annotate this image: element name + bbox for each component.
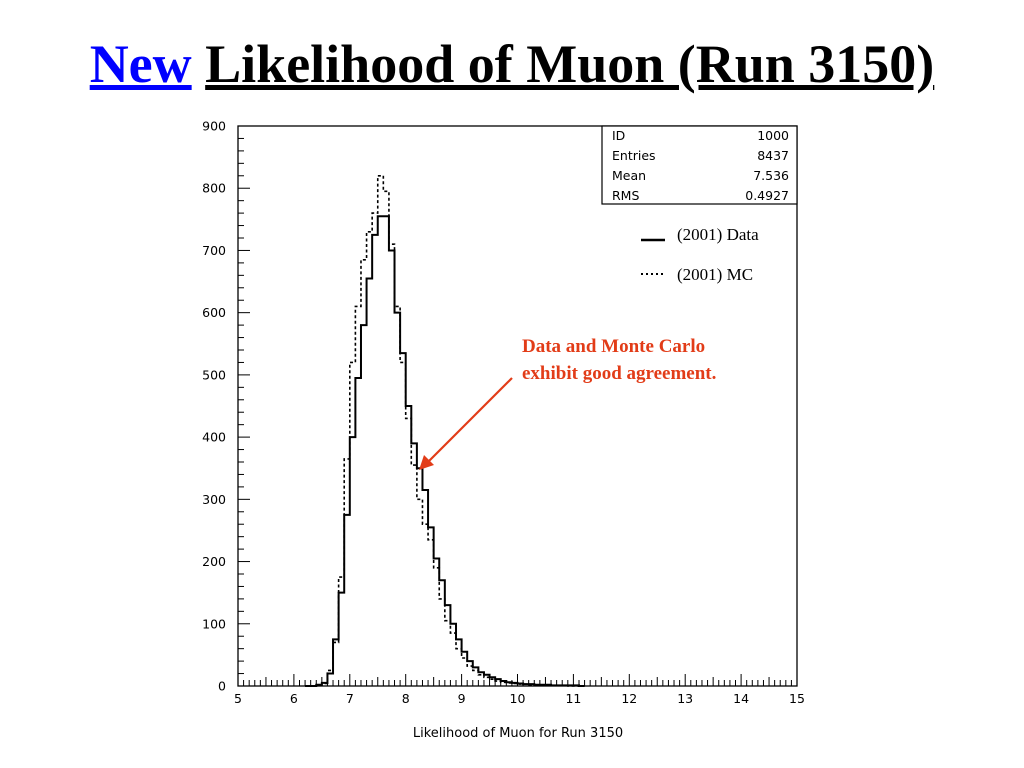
x-tick-label: 9 [458,691,466,706]
y-tick-label: 800 [202,181,226,196]
stats-value-entries: 8437 [757,148,789,163]
stats-value-mean: 7.536 [753,168,789,183]
stats-label-id: ID [612,128,625,143]
legend-label-mc: (2001) MC [677,265,753,284]
title-main-text: Likelihood of Muon (Run 3150) [205,34,935,94]
y-axis-ticks: 0 100 200 300 400 500 600 700 800 900 [202,119,250,694]
legend: (2001) Data (2001) MC [641,225,759,284]
y-tick-label: 500 [202,367,226,382]
stats-box-frame [601,125,798,205]
stats-value-rms: 0.4927 [745,188,789,203]
x-tick-label: 12 [621,691,637,706]
stats-label-entries: Entries [612,148,656,163]
annotation-arrowhead [419,455,434,470]
y-tick-label: 200 [202,554,226,569]
plot-frame [237,125,798,687]
x-tick-label: 13 [677,691,693,706]
x-tick-label: 8 [402,691,410,706]
annotation-arrow [419,377,513,470]
x-tick-label: 11 [565,691,581,706]
mc-histogram-line [305,174,585,687]
series-layer [305,174,585,687]
y-tick-label: 400 [202,430,226,445]
y-tick-label: 100 [202,616,226,631]
stats-value-id: 1000 [757,128,789,143]
x-tick-label: 6 [290,691,298,706]
x-tick-label: 15 [789,691,805,706]
y-tick-label: 0 [218,679,226,694]
y-tick-label: 300 [202,492,226,507]
stats-label-mean: Mean [612,168,646,183]
x-tick-label: 10 [510,691,526,706]
legend-label-data: (2001) Data [677,225,759,244]
x-tick-label: 7 [346,691,354,706]
stats-box: ID 1000 Entries 8437 Mean 7.536 RMS 0.49… [601,125,798,205]
x-axis-title: Likelihood of Muon for Run 3150 [413,726,623,741]
x-tick-label: 14 [733,691,749,706]
y-tick-label: 900 [202,119,226,134]
slide-title: New Likelihood of Muon (Run 3150) [0,34,1024,94]
annotation-arrow-shaft [427,377,513,463]
x-axis-ticks: 5 6 7 8 9 10 11 12 13 14 15 [234,674,805,706]
y-tick-label: 700 [202,243,226,258]
stats-label-rms: RMS [612,188,639,203]
title-new-word: New [89,34,192,94]
x-tick-label: 5 [234,691,242,706]
y-tick-label: 600 [202,305,226,320]
annotation-text: Data and Monte Carlo exhibit good agreem… [522,336,717,384]
